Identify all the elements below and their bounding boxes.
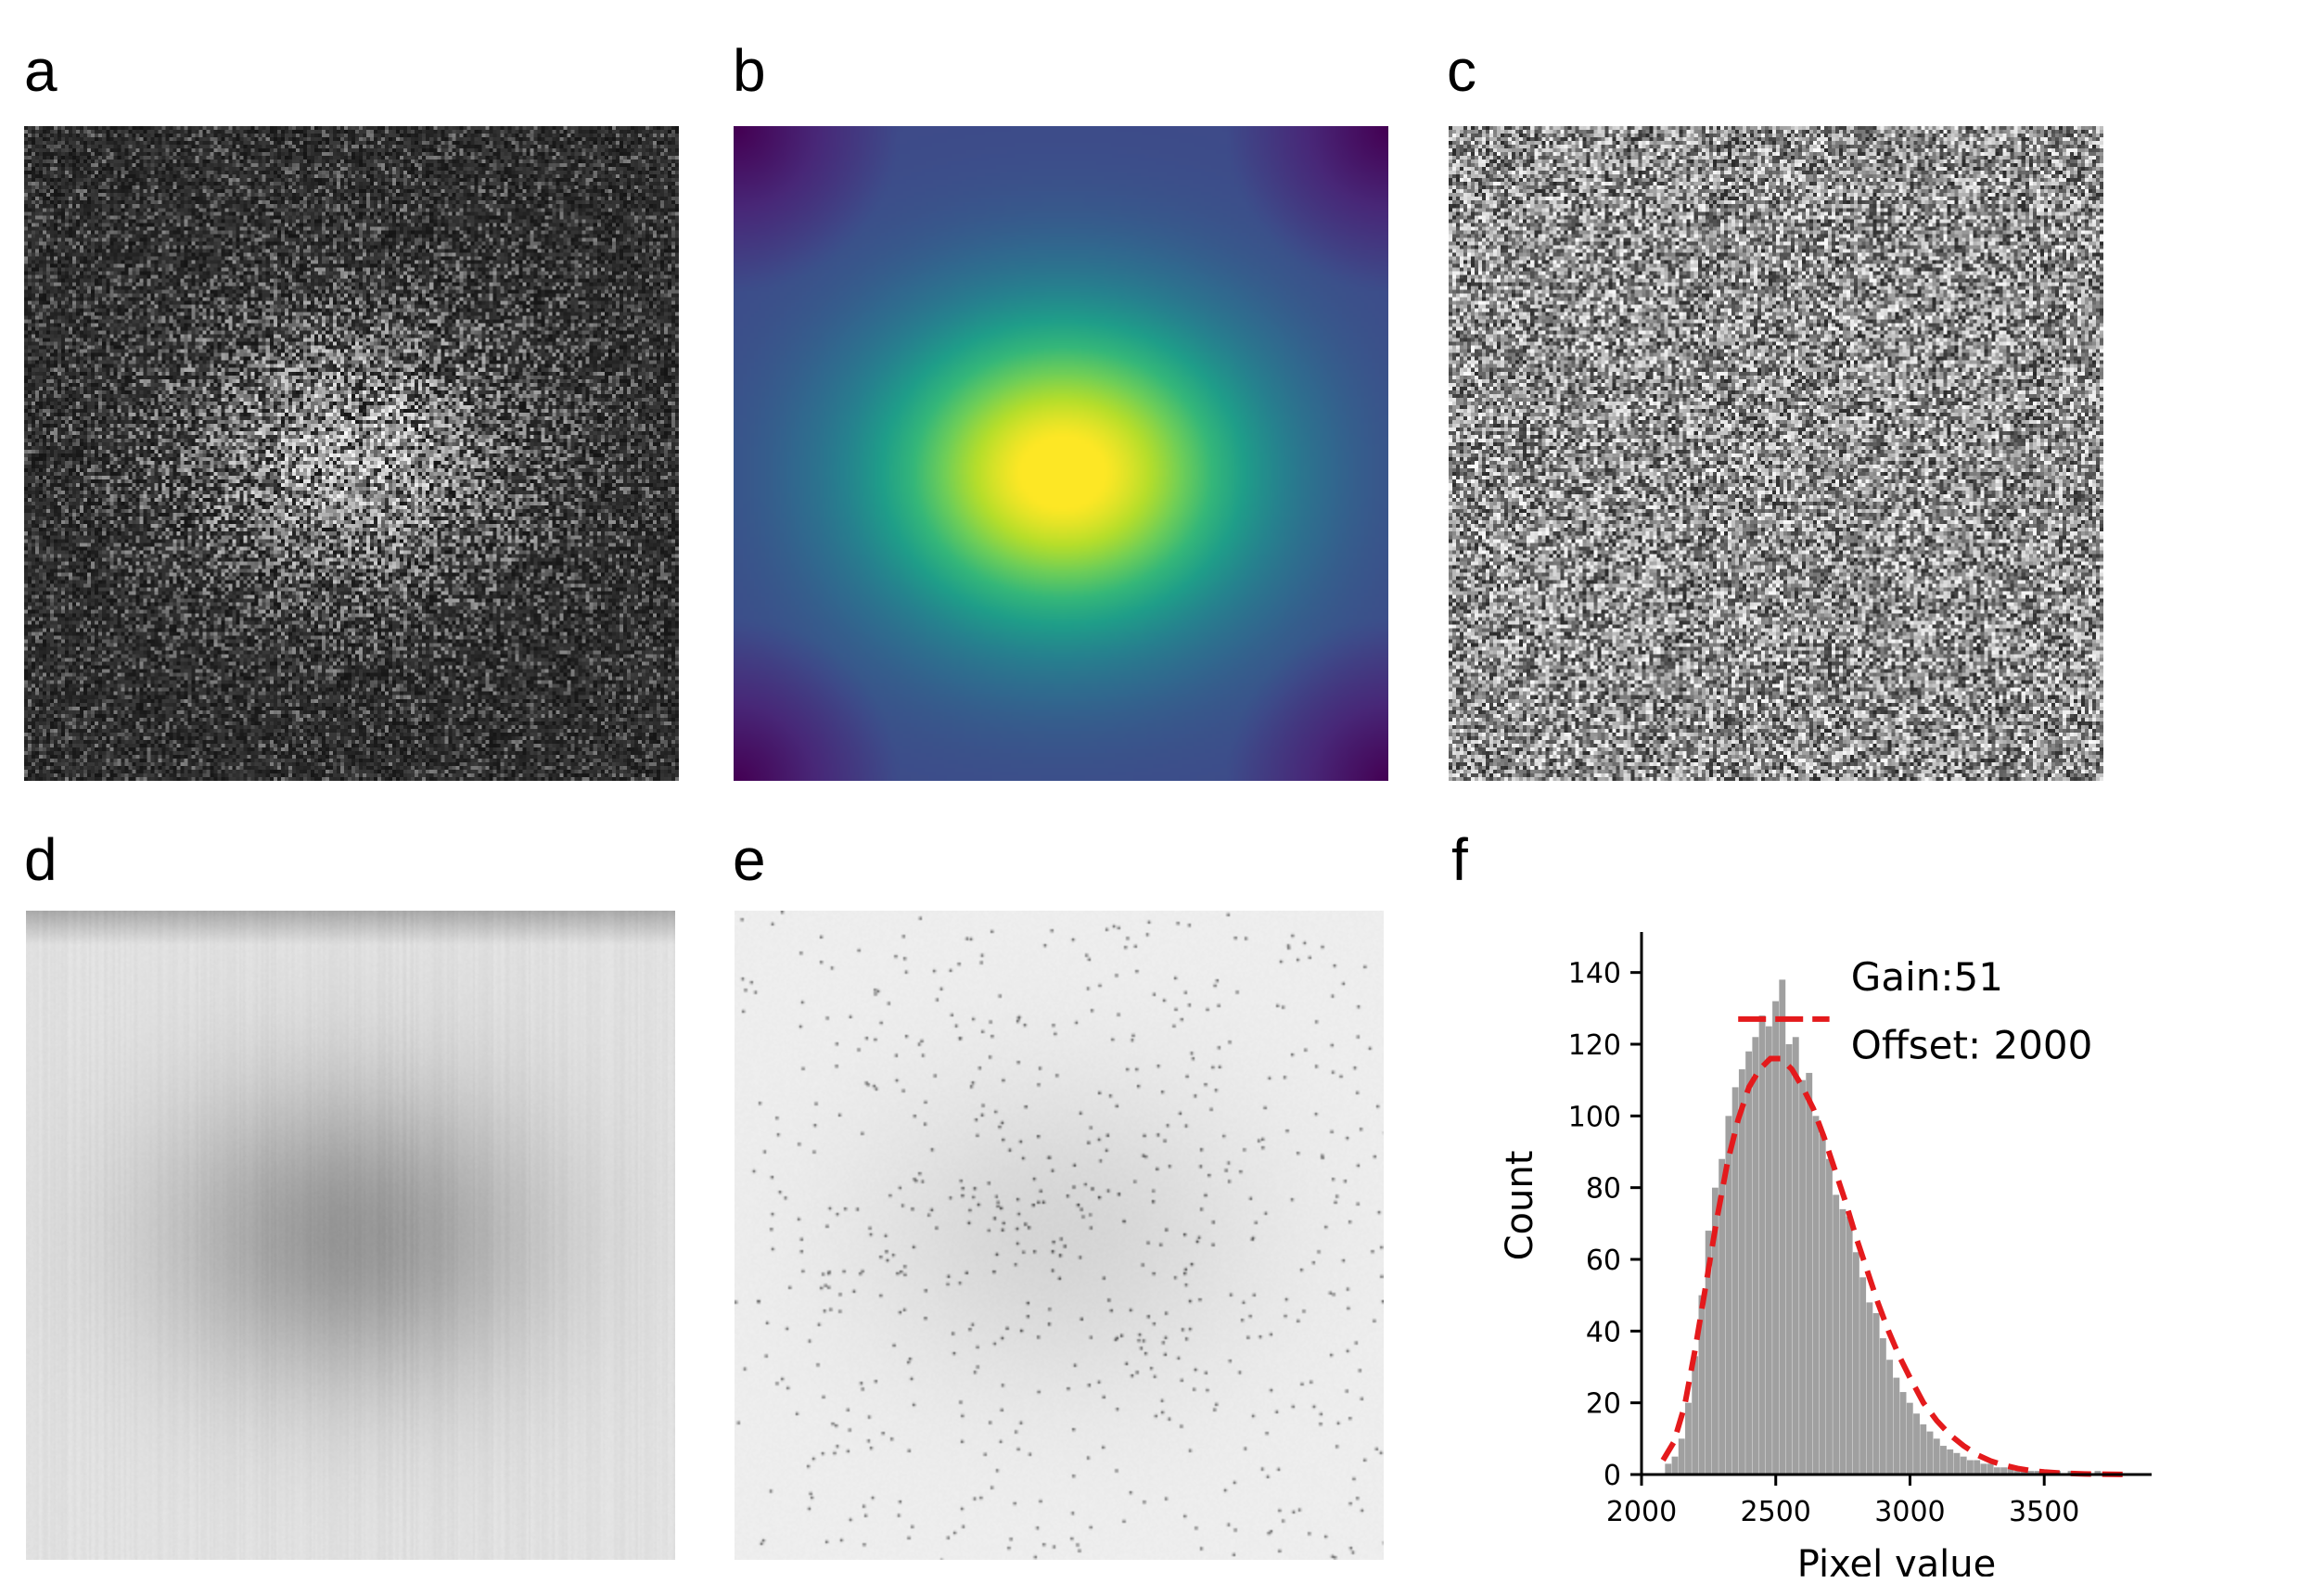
histogram-bar — [2020, 1471, 2027, 1475]
y-tick-label: 40 — [1586, 1316, 1621, 1348]
histogram-bar — [1745, 1051, 1753, 1475]
panel-label-b: b — [733, 37, 766, 104]
panel-label-d: d — [24, 826, 58, 893]
histogram-bar — [1671, 1456, 1679, 1475]
histogram-bar — [1913, 1413, 1920, 1475]
histogram-bar — [1819, 1133, 1826, 1475]
histogram-bar — [1779, 979, 1786, 1475]
histogram-bar — [2094, 1471, 2102, 1475]
x-tick-label: 2000 — [1606, 1496, 1677, 1528]
histogram-bar — [1772, 1001, 1779, 1475]
y-axis-label: Count — [1499, 1151, 1541, 1261]
histogram-bar — [1765, 1026, 1772, 1475]
y-tick-label: 60 — [1586, 1245, 1621, 1277]
annotation-gain: Gain:51 — [1851, 954, 2003, 1000]
histogram-bar — [1947, 1449, 1954, 1475]
panel-label-e: e — [733, 826, 766, 893]
histogram-bar — [1758, 1015, 1766, 1475]
panel-c-corrected-image — [1449, 126, 2103, 781]
histogram-bar — [1812, 1116, 1820, 1475]
histogram-bar — [1940, 1446, 1947, 1475]
histogram-bar — [1859, 1277, 1867, 1475]
histogram-bar — [1886, 1360, 1894, 1475]
y-tick-label: 80 — [1586, 1173, 1621, 1206]
panel-a-raw-image — [24, 126, 679, 781]
histogram-bar — [1839, 1208, 1846, 1475]
histogram-bar — [1933, 1438, 1940, 1475]
histogram-bar — [1879, 1338, 1886, 1475]
y-tick-label: 140 — [1568, 958, 1621, 990]
histogram-bar — [1799, 1079, 1806, 1475]
panel-b-illumination-map — [734, 126, 1388, 781]
histogram-bar — [1692, 1356, 1699, 1475]
histogram-bar — [1893, 1377, 1900, 1475]
histogram-bar — [1725, 1116, 1732, 1475]
histogram-bar — [1872, 1313, 1880, 1475]
panel-label-a: a — [24, 37, 58, 104]
histogram-bar — [1966, 1460, 1974, 1475]
histogram-bar — [1826, 1158, 1833, 1475]
panel-d-flat-field-image — [26, 911, 675, 1560]
x-axis-label: Pixel value — [1797, 1543, 1997, 1577]
histogram-bar — [1665, 1463, 1672, 1475]
histogram-bar — [1752, 1037, 1759, 1475]
histogram-bar — [2007, 1467, 2014, 1475]
histogram-bar — [1866, 1302, 1873, 1475]
histogram-bar — [1953, 1452, 1961, 1475]
histogram-bar — [1833, 1194, 1840, 1475]
histogram-bar — [1906, 1402, 1913, 1475]
x-tick-label: 3000 — [1874, 1496, 1945, 1528]
histogram-bars — [1665, 979, 2102, 1475]
histogram-bar — [1711, 1187, 1719, 1475]
histogram-bar — [1806, 1072, 1813, 1475]
histogram-bar — [1685, 1402, 1692, 1475]
histogram-bar — [2000, 1467, 2008, 1475]
x-ticks: 2000 2500 3000 3500 — [1606, 1475, 2079, 1528]
histogram-bar — [1738, 1069, 1745, 1475]
annotation-offset: Offset: 2000 — [1851, 1022, 2093, 1067]
histogram-bar — [1920, 1424, 1927, 1475]
panel-f-histogram: 2000 2500 3000 3500 0 20 40 60 80 100 120 140 Pixe… — [1499, 932, 2152, 1577]
histogram-bar — [1719, 1158, 1726, 1475]
histogram-bar — [2027, 1471, 2034, 1475]
y-ticks: 0 20 40 60 80 100 120 140 — [1568, 958, 1642, 1492]
histogram-bar — [1731, 1087, 1739, 1475]
panel-label-c: c — [1447, 37, 1476, 104]
histogram-bar — [1987, 1463, 1994, 1475]
x-tick-label: 3500 — [2009, 1496, 2079, 1528]
histogram-bar — [1792, 1037, 1799, 1475]
histogram-bar — [1678, 1438, 1685, 1475]
histogram-bar — [1852, 1252, 1859, 1475]
histogram-bar — [1698, 1295, 1706, 1475]
panel-e-spot-image — [735, 911, 1384, 1560]
panel-label-f: f — [1451, 826, 1468, 893]
histogram-bar — [1980, 1463, 1987, 1475]
y-tick-label: 20 — [1586, 1388, 1621, 1421]
histogram-bar — [1926, 1431, 1934, 1475]
y-tick-label: 0 — [1604, 1460, 1621, 1492]
gaussian-fit-curve — [1660, 1055, 2126, 1477]
histogram-bar — [1705, 1231, 1712, 1475]
y-tick-label: 120 — [1568, 1029, 1621, 1062]
histogram-bar — [1974, 1460, 1981, 1475]
histogram-bar — [1960, 1456, 1967, 1475]
y-tick-label: 100 — [1568, 1101, 1621, 1133]
x-tick-label: 2500 — [1741, 1496, 1811, 1528]
histogram-bar — [1846, 1216, 1853, 1475]
histogram-bar — [1993, 1467, 2000, 1475]
histogram-bar — [2034, 1471, 2041, 1475]
histogram-bar — [1785, 1044, 1793, 1475]
histogram-bar — [1899, 1392, 1907, 1475]
histogram-bar — [2013, 1471, 2021, 1475]
